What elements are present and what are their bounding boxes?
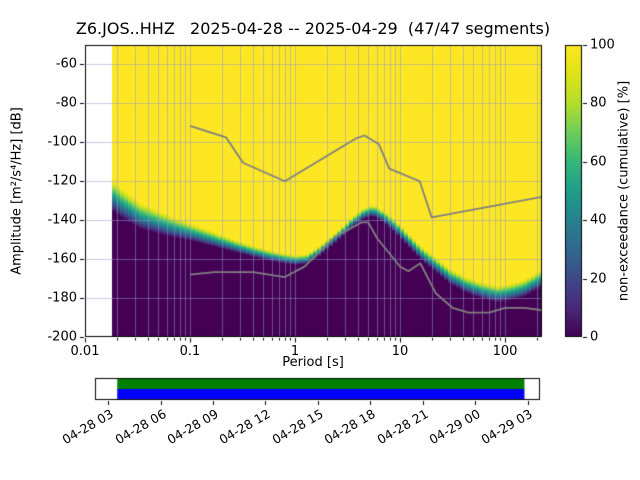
colorbar-tick-label: 100 <box>590 37 615 53</box>
colorbar-label: non-exceedance (cumulative) [%] <box>616 80 632 302</box>
y-tick-label: -120 <box>47 173 77 189</box>
colorbar-tick-label: 60 <box>590 154 607 170</box>
x-tick-label: 1 <box>290 344 300 359</box>
colorbar-tick-label: 20 <box>590 271 607 287</box>
x-tick-label: 0.1 <box>179 344 201 359</box>
y-tick-label: -160 <box>47 251 77 267</box>
x-tick-label: 10 <box>391 344 409 359</box>
x-axis-label: Period [s] <box>282 355 344 370</box>
colorbar-tick-label: 40 <box>590 212 607 228</box>
y-tick-label: -180 <box>47 290 77 306</box>
y-tick-label: -100 <box>47 134 77 150</box>
plot-title: Z6.JOS..HHZ 2025-04-28 -- 2025-04-29 (47… <box>75 19 551 38</box>
y-tick-label: -60 <box>55 56 77 72</box>
y-tick-label: -140 <box>47 212 77 228</box>
x-tick-label: 0.01 <box>70 344 100 359</box>
x-tick-label: 100 <box>492 344 518 359</box>
colorbar-tick-label: 0 <box>590 329 599 345</box>
y-axis-label: Amplitude [m²/s⁴/Hz] [dB] <box>9 107 25 275</box>
y-tick-label: -80 <box>55 95 77 111</box>
colorbar-tick-label: 80 <box>590 95 607 111</box>
y-tick-label: -200 <box>47 329 77 345</box>
